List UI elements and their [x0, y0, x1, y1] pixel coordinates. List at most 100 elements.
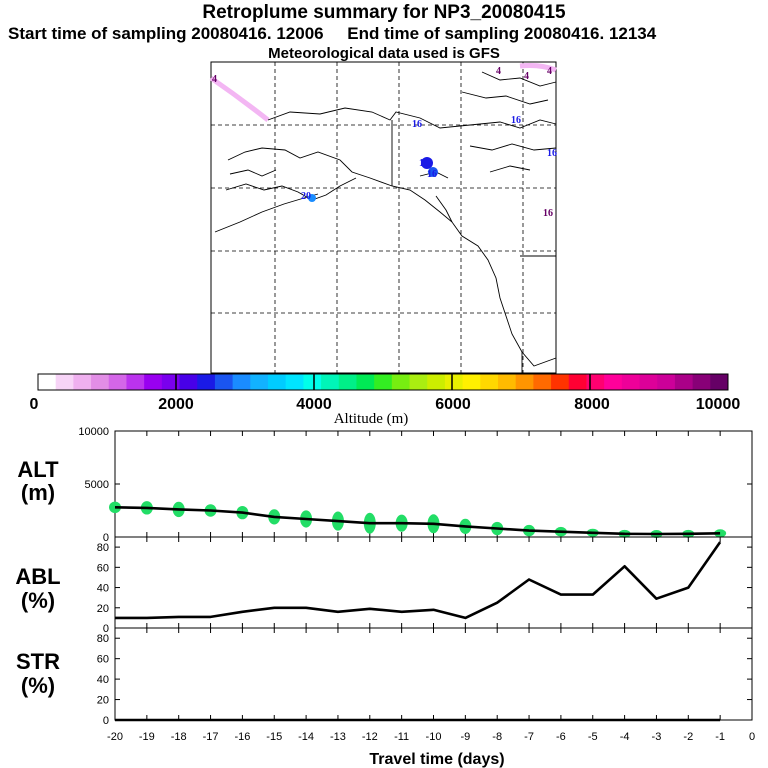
panel-abl: 0 20 40 60 80 [97, 536, 753, 635]
map-labels: 4 4 4 16 16 16 16 16 16 20 4 [212, 66, 557, 219]
colorbar-cell [321, 374, 340, 390]
x-tick-label: -4 [620, 731, 630, 743]
x-tick-label: -19 [139, 731, 155, 743]
colorbar-cell [356, 374, 375, 390]
colorbar-tick-label: 0 [30, 396, 39, 413]
map-marker-cluster [428, 167, 438, 177]
map-frame [210, 61, 557, 374]
y-tick-label: 40 [97, 674, 109, 686]
map-markers [308, 157, 438, 202]
alt-label: ALT [17, 457, 59, 482]
panel-alt: 0 5000 10000 [78, 426, 753, 544]
x-tick-label: -13 [330, 731, 346, 743]
colorbar-cell [38, 374, 57, 390]
chart-title: Retroplume summary for NP3_20080415 [202, 2, 566, 23]
colorbar-cell [391, 374, 411, 390]
colorbar-cell [179, 374, 198, 390]
x-tick-label: -3 [652, 731, 662, 743]
y-tick-label: 10000 [78, 426, 109, 438]
map-graticule [211, 62, 556, 373]
colorbar-cell [462, 374, 481, 390]
colorbar-cell [232, 374, 251, 390]
map-marker-cluster [308, 194, 316, 202]
abl-label: ABL [15, 564, 60, 589]
x-tick-label: -2 [683, 731, 693, 743]
colorbar-cell [657, 374, 676, 390]
str-unit-label: (%) [21, 673, 55, 698]
map-panel: 4 4 4 16 16 16 16 16 16 20 4 [209, 61, 557, 374]
colorbar-cell [621, 374, 641, 390]
colorbar-cell [161, 374, 181, 390]
x-tick-label: -14 [298, 731, 314, 743]
map-marker-label: 4 [524, 71, 529, 82]
colorbar-frame [37, 373, 729, 391]
colorbar-cell [144, 374, 163, 390]
x-tick-label: -10 [426, 731, 442, 743]
colorbar-cell [533, 374, 552, 390]
plume-path-pink-2 [519, 63, 557, 73]
map-coastlines [214, 71, 557, 373]
map-marker-label: 16 [543, 208, 553, 219]
x-tick-label: -16 [234, 731, 250, 743]
colorbar-cell [91, 374, 110, 390]
colorbar-cell [710, 374, 729, 390]
colorbar-cell [55, 374, 74, 390]
colorbar-cell [214, 374, 234, 390]
colorbar-cell [444, 374, 464, 390]
colorbar-cell [639, 374, 658, 390]
map-marker-label: 4 [496, 66, 501, 77]
y-tick-label: 5000 [85, 479, 109, 491]
colorbar-cell [551, 374, 570, 390]
colorbar-tick-label: 2000 [158, 396, 194, 413]
x-tick-label: -6 [556, 731, 566, 743]
start-time-label: Start time of sampling 20080416. 12006 [8, 24, 324, 43]
colorbar-cell [374, 374, 393, 390]
altitude-colorbar [37, 373, 729, 391]
colorbar-cell [338, 374, 357, 390]
x-tick-label: -15 [266, 731, 282, 743]
x-tick-label: -8 [492, 731, 502, 743]
colorbar-tick-label: 6000 [435, 396, 471, 413]
colorbar-cell [498, 374, 517, 390]
map-marker-label: 16 [419, 158, 429, 169]
x-tick-label: -1 [715, 731, 725, 743]
colorbar-tick-label: 10000 [696, 396, 741, 413]
colorbar-cell [108, 374, 127, 390]
colorbar-cell [303, 374, 322, 390]
colorbar-tick-labels: 0 2000 4000 6000 8000 10000 [30, 396, 741, 413]
x-tick-label: -11 [394, 731, 409, 743]
y-tick-label: 0 [103, 532, 109, 544]
colorbar-cell [480, 374, 499, 390]
x-tick-label: -7 [524, 731, 534, 743]
abl-series-line [115, 541, 722, 620]
colorbar-cell [515, 374, 534, 390]
x-tick-label: -18 [171, 731, 187, 743]
x-tick-label: -5 [588, 731, 598, 743]
x-axis-title: Travel time (days) [369, 751, 504, 768]
colorbar-cell [285, 374, 304, 390]
y-tick-label: 0 [103, 623, 109, 635]
y-tick-label: 60 [97, 562, 109, 574]
colorbar-cell [674, 374, 694, 390]
sampling-time-label: Start time of sampling 20080416. 12006 E… [8, 24, 768, 44]
colorbar-axis-label: Altitude (m) [334, 411, 409, 427]
colorbar-cell [126, 374, 145, 390]
x-tick-label: 0 [749, 731, 755, 743]
str-label: STR [16, 649, 60, 674]
y-tick-label: 60 [97, 654, 109, 666]
alt-series-line [114, 506, 721, 536]
map-marker-label: 4 [547, 66, 552, 77]
end-time-label: End time of sampling 20080416. 12134 [347, 24, 657, 43]
x-tick-label: -9 [460, 731, 470, 743]
x-tick-label: -20 [107, 731, 123, 743]
y-tick-label: 80 [97, 542, 109, 554]
abl-unit-label: (%) [21, 588, 55, 613]
y-tick-label: 0 [103, 715, 109, 727]
x-tick-label: -12 [362, 731, 378, 743]
colorbar-tick-label: 8000 [574, 396, 610, 413]
panel-labels: ALT (m) ABL (%) STR (%) [15, 457, 60, 698]
map-marker-label: 20 [301, 191, 311, 202]
colorbar-cell [197, 374, 216, 390]
